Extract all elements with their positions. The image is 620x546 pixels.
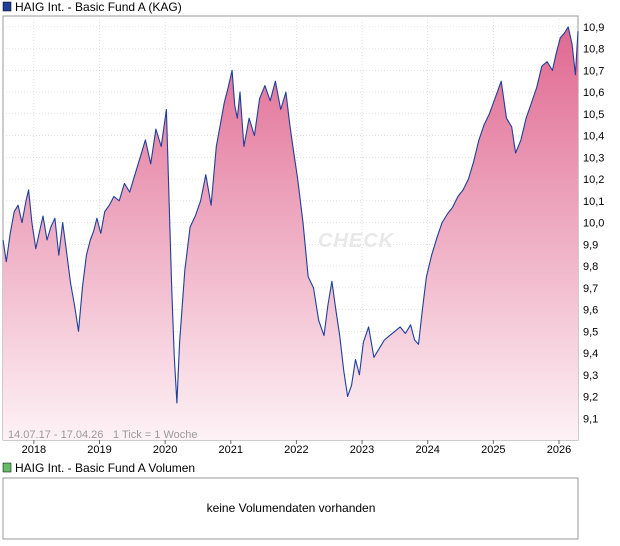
y-tick-label: 9,4 bbox=[583, 348, 598, 360]
x-tick-label: 2026 bbox=[547, 444, 571, 456]
y-tick-label: 10,9 bbox=[583, 22, 604, 34]
x-axis: 2018 2019 2020 2021 2022 2023 2024 2025 2026 bbox=[22, 440, 571, 456]
watermark: CHECK bbox=[318, 230, 395, 252]
x-tick-label: 2021 bbox=[219, 444, 243, 456]
y-tick-label: 10,4 bbox=[583, 131, 604, 143]
x-tick-label: 2024 bbox=[415, 444, 439, 456]
y-tick-label: 9,5 bbox=[583, 326, 598, 338]
y-tick-label: 10,8 bbox=[583, 44, 604, 56]
volume-panel bbox=[2, 477, 579, 540]
y-axis: 9,1 9,2 9,3 9,4 9,5 9,6 9,7 9,8 9,9 10,0 10,1 10,2 1… bbox=[583, 22, 604, 425]
y-tick-label: 10,2 bbox=[583, 174, 604, 186]
x-tick-label: 2022 bbox=[284, 444, 308, 456]
y-tick-label: 9,9 bbox=[583, 239, 598, 251]
price-line bbox=[2, 26, 579, 404]
y-tick-label: 9,1 bbox=[583, 413, 598, 425]
price-area bbox=[2, 26, 579, 441]
y-tick-label: 10,5 bbox=[583, 109, 604, 121]
y-tick-label: 10,0 bbox=[583, 218, 604, 230]
volume-empty-message: keine Volumendaten vorhanden bbox=[207, 501, 376, 515]
x-tick-label: 2019 bbox=[87, 444, 111, 456]
y-tick-label: 10,3 bbox=[583, 152, 604, 164]
volume-legend-label: HAIG Int. - Basic Fund A Volumen bbox=[15, 461, 195, 475]
main-legend-swatch bbox=[2, 1, 12, 12]
x-tick-label: 2025 bbox=[481, 444, 505, 456]
y-tick-label: 9,6 bbox=[583, 305, 598, 317]
x-tick-label: 2023 bbox=[350, 444, 374, 456]
volume-legend-swatch bbox=[2, 462, 12, 473]
y-tick-label: 9,7 bbox=[583, 283, 598, 295]
footer-tick-info: 1 Tick = 1 Woche bbox=[113, 429, 197, 441]
x-tick-label: 2018 bbox=[22, 444, 46, 456]
footer-range: 14.07.17 - 17.04.26 bbox=[8, 429, 103, 441]
price-area-fill bbox=[3, 26, 578, 441]
y-tick-label: 9,8 bbox=[583, 261, 598, 273]
y-tick-label: 10,6 bbox=[583, 87, 604, 99]
y-tick-label: 9,3 bbox=[583, 370, 598, 382]
x-tick-label: 2020 bbox=[153, 444, 177, 456]
y-tick-label: 9,2 bbox=[583, 392, 598, 404]
y-tick-label: 10,7 bbox=[583, 65, 604, 77]
y-tick-label: 10,1 bbox=[583, 196, 604, 208]
main-legend-label: HAIG Int. - Basic Fund A (KAG) bbox=[15, 0, 182, 14]
